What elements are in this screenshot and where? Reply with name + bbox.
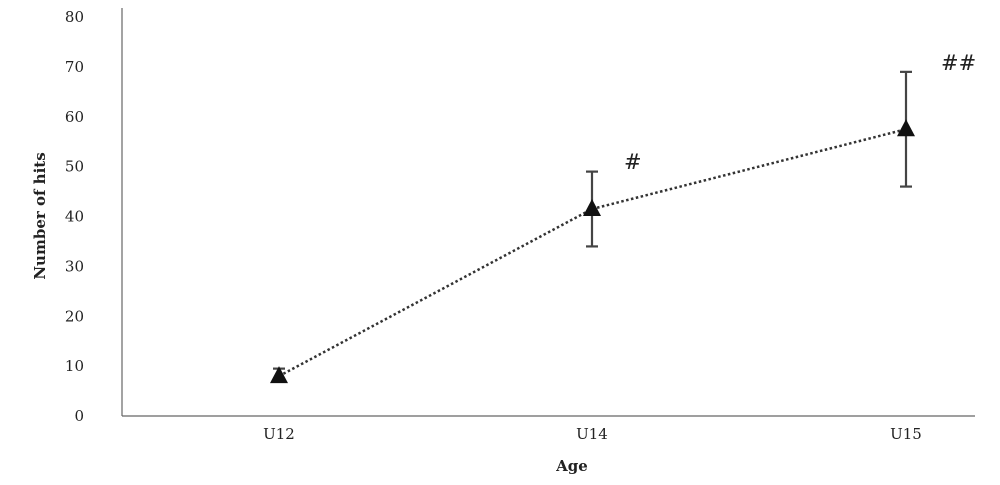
y-tick-label: 80 <box>65 8 84 26</box>
y-tick-label: 50 <box>65 158 84 176</box>
y-tick-label: 20 <box>65 307 84 325</box>
y-tick-label: 40 <box>65 208 84 226</box>
x-tick-label: U12 <box>263 425 295 443</box>
plot-area: ### <box>270 51 976 384</box>
series-line <box>278 128 907 378</box>
significance-annotation: ## <box>941 51 976 75</box>
x-axis-title: Age <box>555 457 588 475</box>
y-tick-label: 0 <box>74 407 84 425</box>
y-tick-label: 60 <box>65 108 84 126</box>
data-point-marker <box>270 366 288 384</box>
y-tick-label: 70 <box>65 58 84 76</box>
y-tick-label: 10 <box>65 357 84 375</box>
x-tick-label: U14 <box>576 425 608 443</box>
data-point-marker <box>897 119 915 137</box>
data-point-marker <box>583 199 601 217</box>
x-tick-label: U15 <box>890 425 922 443</box>
significance-annotation: # <box>624 150 642 174</box>
x-axis-ticks: U12 U14 U15 <box>263 425 922 443</box>
y-axis-ticks: 0 10 20 30 40 50 60 70 80 <box>65 8 84 425</box>
y-axis-title: Number of hits <box>31 152 49 279</box>
y-tick-label: 30 <box>65 257 84 275</box>
